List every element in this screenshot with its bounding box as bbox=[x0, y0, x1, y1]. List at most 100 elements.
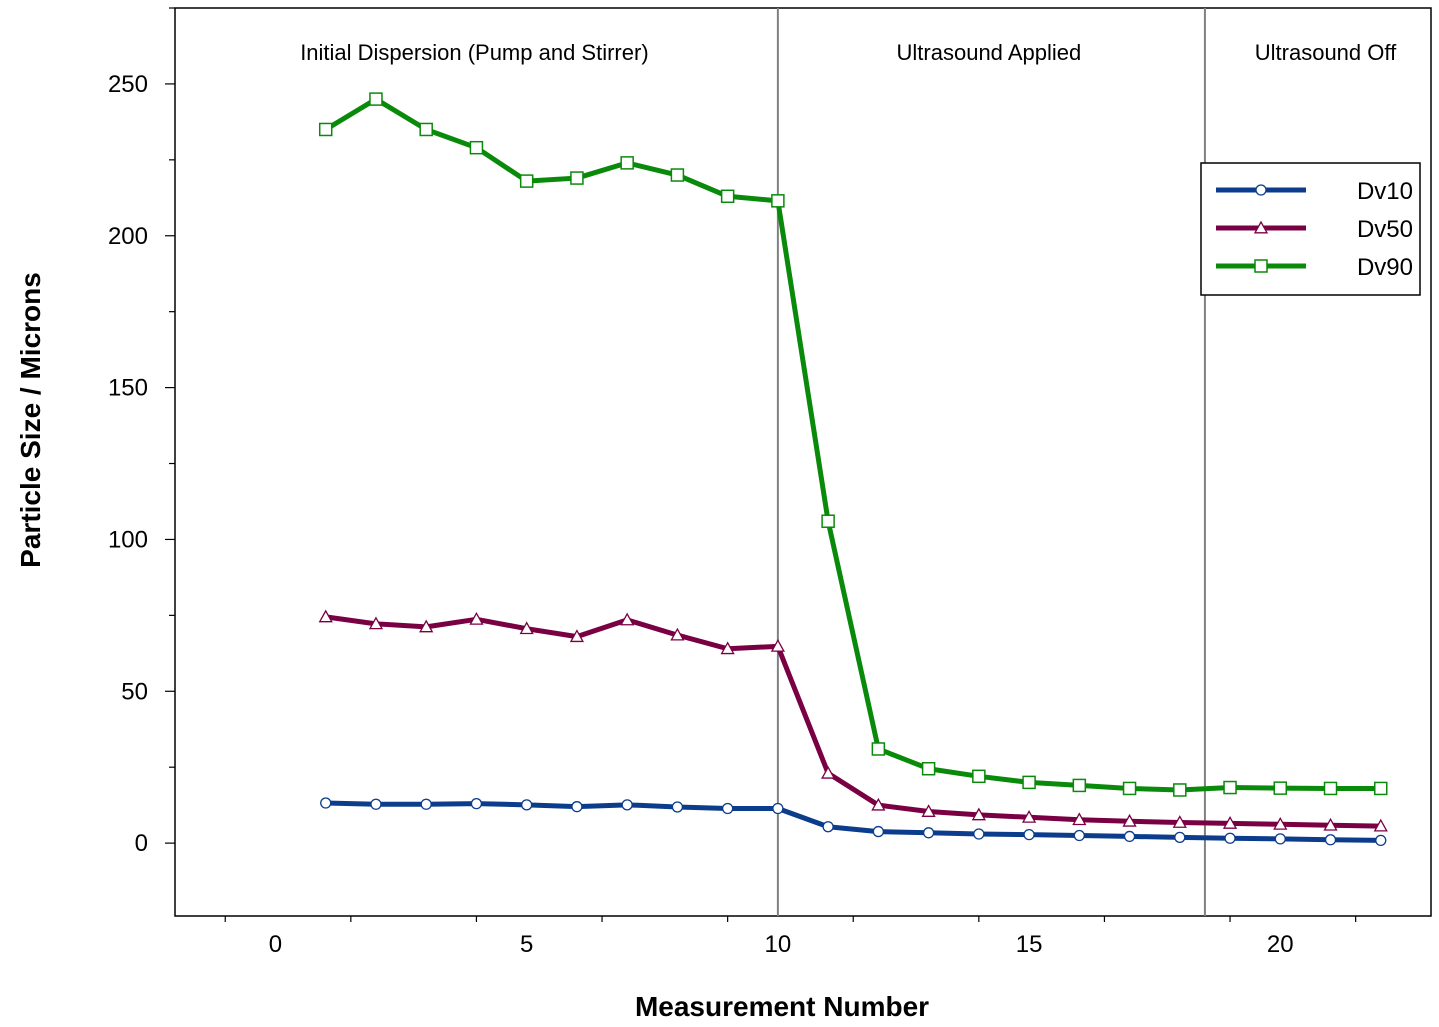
data-point-square bbox=[1122, 781, 1137, 796]
region-label: Initial Dispersion (Pump and Stirrer) bbox=[300, 40, 648, 65]
data-point-triangle bbox=[1122, 813, 1137, 827]
y-axis-title: Particle Size / Microns bbox=[15, 272, 46, 568]
data-point-circle bbox=[822, 821, 834, 833]
y-tick-label: 150 bbox=[108, 375, 148, 402]
data-point-circle bbox=[1255, 184, 1267, 196]
data-point-square bbox=[1254, 259, 1268, 273]
data-point-triangle bbox=[620, 612, 635, 626]
region-label: Ultrasound Off bbox=[1255, 40, 1397, 65]
data-point-square bbox=[1173, 783, 1187, 797]
region-dividers bbox=[776, 8, 1206, 916]
data-point-square bbox=[369, 92, 383, 106]
data-point-circle bbox=[671, 801, 684, 813]
data-point-circle bbox=[370, 798, 382, 810]
legend-label: Dv10 bbox=[1357, 178, 1413, 205]
data-point-square bbox=[1022, 775, 1036, 790]
data-point-triangle bbox=[670, 627, 685, 641]
data-point-triangle bbox=[770, 638, 785, 652]
data-point-triangle bbox=[519, 621, 534, 635]
y-tick-label: 0 bbox=[135, 830, 148, 857]
data-point-triangle bbox=[569, 629, 585, 643]
data-point-square bbox=[469, 140, 484, 155]
data-point-circle bbox=[320, 797, 332, 809]
data-point-circle bbox=[621, 799, 633, 811]
data-point-triangle bbox=[419, 619, 434, 633]
data-point-circle bbox=[470, 797, 483, 810]
data-point-circle bbox=[872, 825, 885, 838]
data-point-circle bbox=[1073, 829, 1085, 842]
y-axis-ticks: 0 50 100 150 200 250 bbox=[108, 7, 175, 857]
data-point-square bbox=[1323, 781, 1338, 796]
series-dv50 bbox=[318, 609, 1388, 832]
data-point-square bbox=[1072, 778, 1087, 793]
data-point-triangle bbox=[368, 616, 384, 630]
data-point-circle bbox=[1023, 828, 1035, 841]
data-point-square bbox=[620, 156, 634, 170]
y-tick-label: 50 bbox=[121, 678, 148, 705]
data-point-circle bbox=[1375, 834, 1387, 847]
x-tick-label: 0 bbox=[269, 931, 282, 958]
data-point-triangle bbox=[720, 641, 735, 655]
data-point-circle bbox=[922, 827, 935, 839]
data-point-circle bbox=[521, 799, 533, 811]
data-point-square bbox=[821, 514, 835, 528]
data-point-triangle bbox=[1172, 815, 1187, 828]
data-point-circle bbox=[1123, 830, 1136, 843]
x-axis-title: Measurement Number bbox=[635, 991, 929, 1022]
data-point-triangle bbox=[871, 797, 886, 811]
data-point-triangle bbox=[921, 804, 936, 817]
data-point-circle bbox=[420, 798, 432, 810]
data-point-square bbox=[670, 168, 685, 182]
data-point-triangle bbox=[318, 609, 333, 623]
y-tick-label: 200 bbox=[108, 223, 148, 250]
data-point-square bbox=[720, 189, 735, 204]
region-labels: Initial Dispersion (Pump and Stirrer) Ult… bbox=[300, 40, 1397, 65]
data-point-square bbox=[1273, 781, 1288, 795]
data-point-circle bbox=[973, 828, 985, 840]
data-point-circle bbox=[1224, 832, 1236, 844]
data-point-circle bbox=[721, 802, 734, 815]
series-line-dv10 bbox=[325, 800, 1381, 843]
data-point-circle bbox=[1324, 834, 1337, 846]
data-point-square bbox=[1223, 780, 1237, 795]
series-dv90 bbox=[318, 92, 1388, 797]
data-point-circle bbox=[772, 802, 784, 815]
data-point-square bbox=[318, 122, 333, 137]
region-label: Ultrasound Applied bbox=[897, 40, 1082, 65]
data-point-circle bbox=[1274, 833, 1286, 845]
data-point-triangle bbox=[971, 807, 986, 821]
x-tick-label: 5 bbox=[520, 931, 533, 958]
series-line-dv90 bbox=[324, 96, 1381, 793]
data-point-triangle bbox=[1273, 816, 1288, 830]
data-point-square bbox=[570, 171, 584, 185]
data-point-square bbox=[1374, 781, 1388, 796]
data-point-square bbox=[419, 122, 433, 137]
data-point-square bbox=[921, 761, 936, 776]
data-point-triangle bbox=[1373, 818, 1388, 832]
x-axis-ticks: 0 5 10 15 20 bbox=[224, 916, 1357, 958]
x-tick-label: 10 bbox=[765, 931, 792, 958]
series-line-dv50 bbox=[325, 614, 1381, 829]
data-point-square bbox=[519, 174, 534, 188]
data-point-circle bbox=[1174, 831, 1186, 843]
y-tick-label: 100 bbox=[108, 526, 148, 553]
data-point-square bbox=[972, 769, 986, 784]
data-point-triangle bbox=[1222, 816, 1238, 829]
legend-label: Dv90 bbox=[1357, 254, 1413, 281]
data-point-triangle bbox=[1323, 817, 1338, 831]
data-point-square bbox=[871, 742, 886, 756]
data-point-triangle bbox=[1253, 220, 1269, 234]
plot-frame bbox=[174, 7, 1432, 917]
series-layer bbox=[318, 92, 1388, 847]
legend: Dv10 Dv50 Dv90 bbox=[1200, 162, 1421, 296]
data-point-triangle bbox=[821, 765, 836, 779]
series-dv10 bbox=[320, 797, 1387, 847]
data-point-triangle bbox=[1072, 812, 1087, 826]
data-point-triangle bbox=[469, 611, 484, 625]
legend-label: Dv50 bbox=[1357, 216, 1413, 243]
x-tick-label: 15 bbox=[1016, 931, 1043, 958]
data-point-triangle bbox=[1021, 809, 1037, 823]
data-point-circle bbox=[571, 801, 583, 813]
x-tick-label: 20 bbox=[1267, 931, 1294, 958]
